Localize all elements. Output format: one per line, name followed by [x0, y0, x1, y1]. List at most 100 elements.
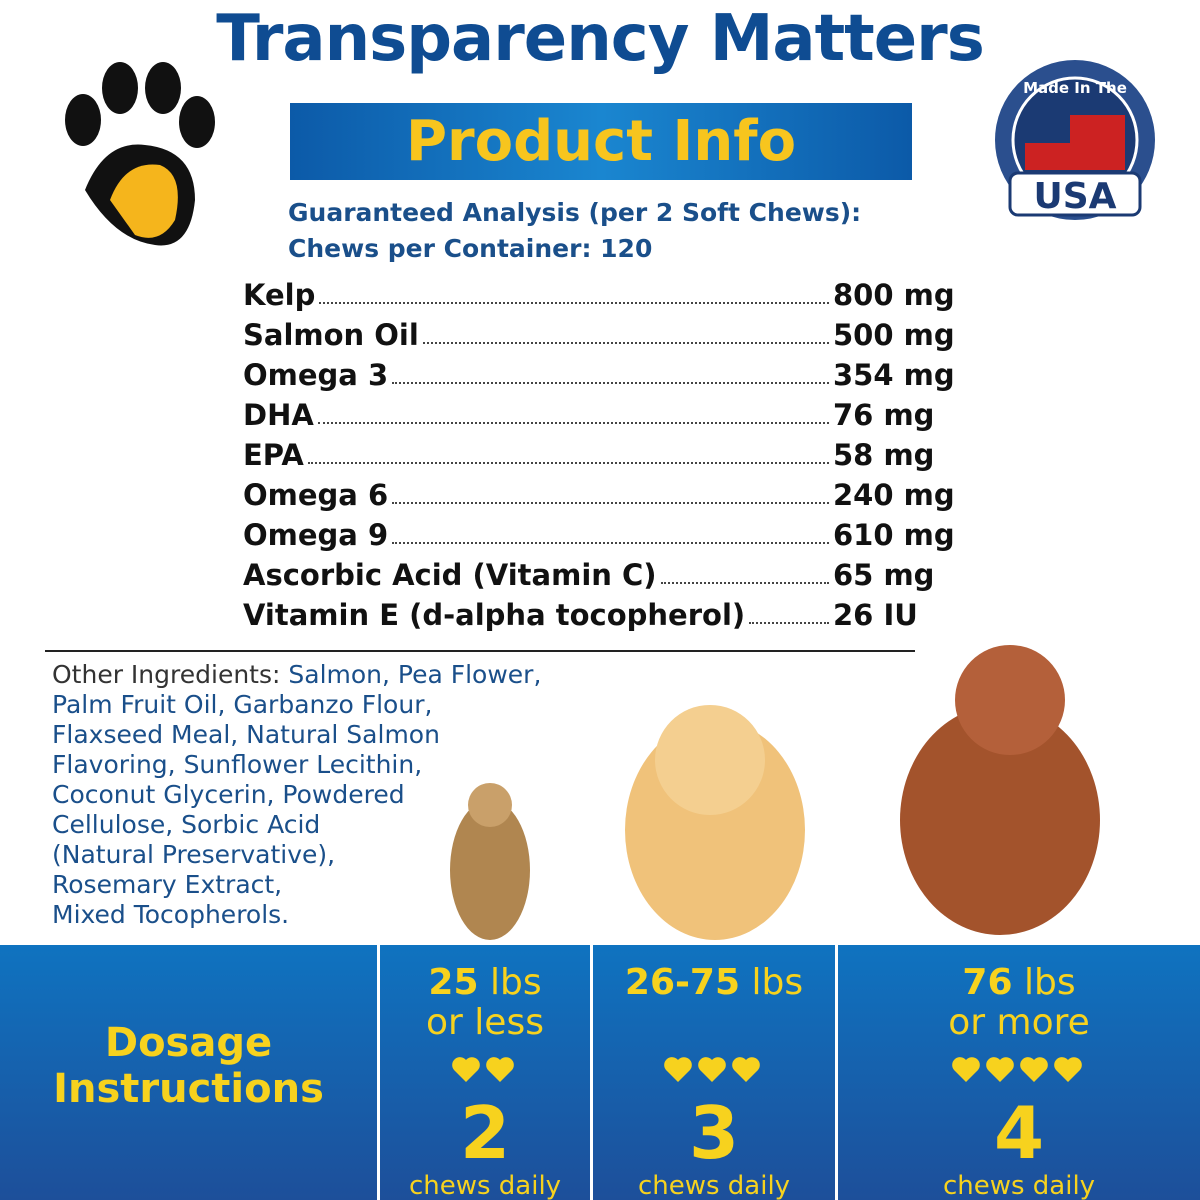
ingredient-text: Salmon, Pea Flower, [288, 660, 542, 689]
weight-unit: lbs [1023, 962, 1076, 1003]
container-count: Chews per Container: 120 [288, 234, 653, 263]
weight-unit: lbs [751, 962, 804, 1003]
title: Transparency Matters [216, 2, 985, 76]
nutrient-amount: 610 mg [833, 518, 955, 552]
weight-note [593, 1003, 835, 1043]
ingredient-text: Mixed Tocopherols. [52, 900, 290, 929]
nutrient-amount: 65 mg [833, 558, 935, 592]
ingredient-line: Mixed Tocopherols. [52, 900, 541, 930]
leader [660, 582, 829, 584]
nutrient-amount: 76 mg [833, 398, 935, 432]
ingredient-line: Flaxseed Meal, Natural Salmon [52, 720, 541, 750]
ingredient-text: (Natural Preservative), [52, 840, 336, 869]
heart [486, 1057, 514, 1082]
leader [307, 462, 829, 464]
heart [1054, 1057, 1082, 1082]
leader [392, 382, 829, 384]
ingredient-text: Cellulose, Sorbic Acid [52, 810, 321, 839]
weight-value: 76 [962, 962, 1013, 1003]
heart [952, 1057, 980, 1082]
nutrient-row: Salmon Oil 500 mg [243, 312, 973, 352]
nutrient-name: Ascorbic Acid (Vitamin C) [243, 558, 657, 592]
weight: 26-75 lbs [593, 963, 835, 1003]
heart [732, 1057, 760, 1082]
weight-note: or more [948, 1002, 1090, 1043]
nutrient-name: Omega 3 [243, 358, 389, 392]
dosage-column: 25 lbs or less 2 chews daily [380, 945, 590, 1200]
leader [392, 502, 829, 504]
dosage-column: 76 lbs or more 4 chews daily [838, 945, 1200, 1200]
nutrient-name: EPA [243, 438, 304, 472]
leader [319, 302, 829, 304]
nutrient-amount: 26 IU [833, 598, 918, 632]
chew-count: 3 [688, 1091, 740, 1175]
nutrient-name: Omega 6 [243, 478, 389, 512]
nutrient-row: Ascorbic Acid (Vitamin C) 65 mg [243, 552, 973, 592]
chew-label: chews daily [942, 1171, 1096, 1200]
hearts [952, 1057, 1082, 1082]
heart [1020, 1057, 1048, 1082]
banner: Product Info [290, 103, 912, 180]
leader [392, 542, 829, 544]
nutrient-name: Salmon Oil [243, 318, 419, 352]
hearts [664, 1057, 760, 1082]
weight: 25 lbs [380, 963, 590, 1003]
heart [664, 1057, 692, 1082]
nutrient-amount: 800 mg [833, 278, 955, 312]
ingredient-line: Flavoring, Sunflower Lecithin, [52, 750, 541, 780]
nutrient-amount: 58 mg [833, 438, 935, 472]
weight-unit: lbs [489, 962, 542, 1003]
paw-logo [65, 62, 215, 246]
column-separator [377, 945, 380, 1200]
weight: 76 lbs [838, 963, 1200, 1003]
nutrient-row: EPA 58 mg [243, 432, 973, 472]
nutrient-row: Omega 9 610 mg [243, 512, 973, 552]
weight-value: 25 [428, 962, 479, 1003]
ingredients-label: Other Ingredients: [52, 660, 281, 689]
ingredient-line: Cellulose, Sorbic Acid [52, 810, 541, 840]
weight-note: or less [426, 1002, 544, 1043]
ingredient-text: Rosemary Extract, [52, 870, 283, 899]
nutrient-amount: 354 mg [833, 358, 955, 392]
nutrient-row: DHA 76 mg [243, 392, 973, 432]
nutrient-name: Vitamin E (d-alpha tocopherol) [243, 598, 746, 632]
ingredients: Other Ingredients: Salmon, Pea Flower, Pa… [52, 660, 541, 930]
leader [749, 622, 829, 624]
dog-photos [450, 645, 1100, 940]
nutrient-name: Kelp [243, 278, 316, 312]
hearts [452, 1057, 514, 1082]
ingredient-line: Other Ingredients: Salmon, Pea Flower, [52, 660, 541, 690]
weight-value: 26-75 [624, 962, 741, 1003]
column-separator [590, 945, 593, 1200]
heart [452, 1057, 480, 1082]
chew-label: chews daily [408, 1171, 562, 1200]
dosage-heading: Dosage Instructions [0, 945, 377, 1200]
nutrient-name: DHA [243, 398, 314, 432]
nutrient-row: Omega 6 240 mg [243, 472, 973, 512]
ingredient-text: Flavoring, Sunflower Lecithin, [52, 750, 423, 779]
leader [317, 422, 829, 424]
analysis-heading: Guaranteed Analysis (per 2 Soft Chews): [288, 198, 862, 227]
column-separator [835, 945, 838, 1200]
ingredient-text: Coconut Glycerin, Powdered [52, 780, 405, 809]
dosage-column: 26-75 lbs 3 chews daily [593, 945, 835, 1200]
ingredient-text: Palm Fruit Oil, Garbanzo Flour, [52, 690, 433, 719]
divider [45, 650, 915, 652]
heart [986, 1057, 1014, 1082]
badge-main: USA [1033, 176, 1116, 217]
nutrient-row: Vitamin E (d-alpha tocopherol) 26 IU [243, 592, 973, 632]
dosage-heading-line: Instructions [53, 1066, 324, 1112]
nutrient-row: Kelp 800 mg [243, 272, 973, 312]
nutrient-amount: 500 mg [833, 318, 955, 352]
nutrient-row: Omega 3 354 mg [243, 352, 973, 392]
nutrient-name: Omega 9 [243, 518, 389, 552]
ingredient-line: Coconut Glycerin, Powdered [52, 780, 541, 810]
chew-count: 4 [993, 1091, 1045, 1175]
chew-label: chews daily [637, 1171, 791, 1200]
badge-top: Made In The [1023, 79, 1127, 97]
usa-badge: Made In The USA [995, 60, 1155, 220]
ingredient-line: Palm Fruit Oil, Garbanzo Flour, [52, 690, 541, 720]
heart [698, 1057, 726, 1082]
ingredient-line: (Natural Preservative), [52, 840, 541, 870]
